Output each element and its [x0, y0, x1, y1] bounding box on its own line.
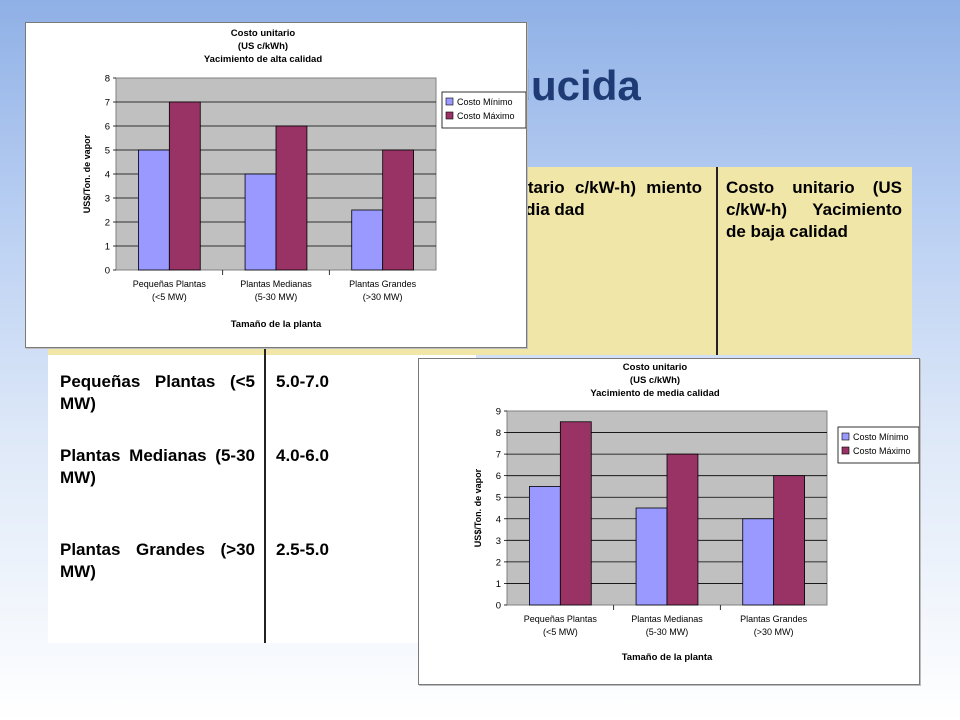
chart-subtitle: (US c/kWh)	[630, 375, 680, 386]
x-tick-label: Plantas Grandes	[349, 279, 417, 289]
y-tick-label: 8	[496, 428, 501, 439]
table-row-value-large: 2.5-5.0	[276, 540, 329, 559]
chart-panel-alta: Costo unitario (US c/kWh) Yacimiento de al…	[25, 22, 527, 348]
bar-max-2	[275, 125, 308, 271]
y-tick-label: 6	[105, 122, 110, 133]
x-tick-label: Plantas Medianas	[240, 279, 312, 289]
bar-min-1	[138, 149, 170, 271]
chart-title: Costo unitario	[231, 28, 296, 39]
table-row-value-small: 5.0-7.0	[276, 372, 329, 391]
chart-subtitle: (US c/kWh)	[238, 41, 288, 52]
legend	[441, 91, 527, 129]
legend-entry: Costo Mínimo	[853, 432, 909, 442]
y-tick-label: 1	[105, 242, 110, 253]
y-tick-label: 3	[496, 536, 501, 547]
table-row-value-medium: 4.0-6.0	[276, 446, 329, 465]
chart-panel-media: Costo unitario (US c/kWh) Yacimiento de me…	[418, 358, 920, 685]
y-tick-label: 5	[496, 493, 501, 504]
chart-subtitle-quality: Yacimiento de media calidad	[590, 388, 720, 399]
y-tick-label: 2	[496, 557, 501, 568]
bar-min-2	[635, 507, 668, 606]
y-tick-label: 4	[496, 514, 501, 525]
x-axis-label: Tamaño de la planta	[622, 652, 713, 663]
y-tick-label: 4	[105, 170, 110, 181]
x-tick-label-range: (>30 MW)	[363, 292, 403, 302]
bar-min-3	[742, 518, 775, 606]
bar-max-3	[382, 149, 414, 271]
chart-alta-calidad: Costo unitario (US c/kWh) Yacimiento de al…	[82, 28, 527, 330]
chart-title: Costo unitario	[623, 362, 688, 373]
table-row-label-medium: Plantas Medianas (5-30 MW)	[60, 446, 255, 487]
x-axis-label: Tamaño de la planta	[231, 319, 322, 330]
table-row-label-small: Pequeñas Plantas (<5 MW)	[60, 372, 255, 413]
x-tick-label: Pequeñas Plantas	[524, 614, 598, 624]
bar-min-1	[529, 486, 561, 606]
table-divider-1	[264, 167, 266, 643]
table-header-baja: Costo unitario (US c/kW-h) Yacimiento de…	[726, 178, 902, 241]
y-tick-label: 7	[496, 450, 501, 461]
y-tick-label: 6	[496, 471, 501, 482]
table-header-cell-4: Costo unitario (US c/kW-h) Yacimiento de…	[716, 167, 912, 355]
legend-entry: Costo Máximo	[457, 111, 515, 121]
x-tick-label-range: (5-30 MW)	[255, 292, 298, 302]
bar-min-2	[244, 173, 277, 271]
legend-entry: Costo Mínimo	[457, 97, 513, 107]
x-tick-label-range: (>30 MW)	[754, 627, 794, 637]
y-tick-label: 5	[105, 146, 110, 157]
legend-swatch	[841, 432, 850, 441]
x-tick-label: Plantas Medianas	[631, 614, 703, 624]
bar-max-1	[559, 421, 592, 606]
chart-media-calidad: Costo unitario (US c/kWh) Yacimiento de me…	[473, 362, 920, 663]
y-axis-label: US$/Ton. de vapor	[82, 134, 92, 213]
legend-entry: Costo Máximo	[853, 446, 911, 456]
x-tick-label-range: (<5 MW)	[152, 292, 187, 302]
y-tick-label: 3	[105, 194, 110, 205]
table-body-labels: Pequeñas Plantas (<5 MW) Plantas Mediana…	[48, 355, 264, 643]
legend-swatch	[841, 446, 850, 455]
bar-max-3	[773, 475, 805, 606]
x-tick-label-range: (5-30 MW)	[646, 627, 689, 637]
legend	[837, 426, 920, 464]
table-row-label-large: Plantas Grandes (>30 MW)	[60, 540, 255, 581]
x-tick-label: Pequeñas Plantas	[133, 279, 207, 289]
chart-subtitle-quality: Yacimiento de alta calidad	[204, 54, 322, 65]
y-axis-label: US$/Ton. de vapor	[473, 468, 483, 547]
x-tick-label-range: (<5 MW)	[543, 627, 578, 637]
y-tick-label: 7	[105, 98, 110, 109]
y-tick-label: 8	[105, 74, 110, 85]
table-divider-3	[716, 167, 718, 355]
y-tick-label: 1	[496, 579, 501, 590]
y-tick-label: 0	[496, 601, 501, 612]
y-tick-label: 9	[496, 407, 501, 418]
legend-swatch	[445, 97, 454, 106]
y-tick-label: 2	[105, 218, 110, 229]
bar-min-3	[351, 209, 384, 271]
x-tick-label: Plantas Grandes	[740, 614, 808, 624]
legend-swatch	[445, 111, 454, 120]
bar-max-1	[168, 101, 201, 271]
y-tick-label: 0	[105, 266, 110, 277]
bar-max-2	[666, 453, 699, 606]
